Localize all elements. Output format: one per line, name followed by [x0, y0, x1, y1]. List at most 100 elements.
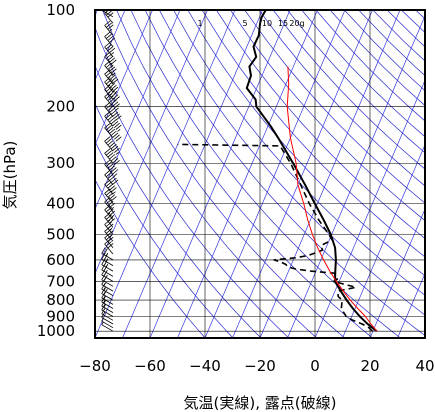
wind-barb	[104, 179, 117, 195]
wind-barb	[104, 232, 114, 249]
dry-adiabat-line	[95, 64, 290, 338]
wind-barb	[104, 123, 122, 142]
dry-adiabat-line	[187, 10, 425, 277]
plot-frame	[94, 9, 426, 339]
wind-barb	[104, 77, 119, 94]
wind-barb	[104, 31, 116, 47]
dry-adiabat-line	[258, 10, 425, 187]
dry-adiabat-line	[244, 10, 425, 204]
wind-barb	[104, 42, 116, 58]
dry-adiabat-line	[95, 102, 262, 338]
y-tick-label: 800	[46, 291, 75, 309]
isotherm-line	[95, 10, 208, 275]
wind-barbs	[101, 10, 122, 332]
wind-barb	[104, 51, 117, 67]
y-tick-label: 400	[46, 194, 75, 212]
mixing-ratio-label: 1	[197, 19, 202, 28]
isotherm-line	[95, 10, 153, 146]
isotherm-line	[149, 10, 291, 338]
dry-adiabat-line	[130, 10, 401, 338]
x-tick-label: 40	[415, 357, 434, 375]
x-tick-label: −20	[244, 357, 276, 375]
wind-barb	[104, 91, 120, 111]
wind-barb	[104, 197, 116, 213]
wind-barb	[104, 226, 114, 242]
wind-barb	[101, 287, 114, 301]
wind-barb	[104, 101, 122, 121]
isotherm-line	[397, 272, 425, 338]
wind-barb	[104, 239, 114, 255]
wind-barb	[101, 247, 114, 261]
y-tick-label: 100	[46, 1, 75, 19]
isotherm-line	[122, 10, 263, 338]
mixing-ratio-labels: 1 5 10 15 20g	[197, 19, 304, 28]
dry-adiabat-line	[329, 10, 425, 107]
wind-barb	[104, 84, 120, 102]
x-axis-title: 気温(実線), 露点(破線)	[184, 394, 337, 412]
dry-adiabat-line	[230, 10, 425, 222]
x-tick-label: −60	[134, 357, 166, 375]
dry-adiabat-line	[158, 10, 425, 316]
wind-barb	[104, 212, 116, 228]
y-axis-title: 気圧(hPa)	[1, 141, 19, 210]
x-tick-label: 0	[310, 357, 320, 375]
y-tick-label: 900	[46, 307, 75, 325]
dry-adiabat-line	[344, 10, 425, 92]
isotherm-line	[259, 10, 401, 338]
dewpoint-line	[177, 143, 373, 332]
dry-adiabat-line	[173, 10, 425, 296]
wind-barb	[101, 258, 114, 272]
dry-adiabat-line	[144, 10, 425, 336]
y-tick-label: 700	[46, 272, 75, 290]
dry-adiabat-line	[95, 26, 318, 338]
dry-adiabat-line	[95, 178, 206, 338]
isotherm-line	[95, 10, 126, 82]
isotherm-line	[287, 14, 425, 338]
dry-adiabat-line	[301, 10, 425, 138]
dry-adiabat-line	[201, 10, 425, 258]
isotherm-line	[369, 208, 425, 338]
x-axis-ticks: −80 −60 −40 −20 0 20 40	[79, 357, 434, 375]
y-tick-label: 200	[46, 98, 75, 116]
mixing-ratio-label: 15	[278, 19, 288, 28]
x-tick-label: 20	[360, 357, 379, 375]
wind-barb	[104, 111, 122, 132]
wind-barb	[104, 69, 119, 85]
isotherm-line	[424, 337, 425, 338]
parcel-line	[286, 66, 378, 332]
wind-barb	[104, 148, 120, 166]
x-tick-label: −80	[79, 357, 111, 375]
y-tick-label: 600	[46, 251, 75, 269]
isotherm-line	[204, 10, 346, 338]
y-tick-label: 300	[46, 154, 75, 172]
dry-adiabat-line	[287, 10, 425, 154]
dry-adiabat-line	[430, 10, 435, 338]
wind-barb	[104, 159, 119, 177]
wind-barb	[101, 252, 114, 266]
y-tick-label: 500	[46, 226, 75, 244]
temperature-line	[245, 10, 378, 332]
wind-barb	[104, 169, 119, 186]
wind-barb	[104, 219, 114, 235]
dry-adiabat-line	[272, 10, 425, 170]
wind-barb	[104, 136, 120, 155]
wind-barb	[104, 204, 116, 221]
wind-barb	[104, 20, 114, 36]
wind-barb	[104, 60, 117, 76]
mixing-ratio-label: 20g	[289, 19, 304, 28]
mixing-ratio-label: 5	[242, 19, 247, 28]
isotherm-line	[177, 10, 318, 338]
wind-barb	[104, 188, 117, 204]
x-tick-label: −40	[189, 357, 221, 375]
mixing-ratio-label: 10	[262, 19, 272, 28]
y-tick-label: 1000	[37, 322, 75, 340]
wind-barb	[101, 10, 114, 18]
dry-adiabat-line	[102, 10, 345, 338]
isotherm-line	[95, 10, 236, 338]
dry-adiabat-line	[216, 10, 425, 239]
isotherm-line	[342, 143, 425, 338]
sounding-series	[177, 10, 378, 332]
pressure-temperature-grid	[95, 10, 425, 338]
